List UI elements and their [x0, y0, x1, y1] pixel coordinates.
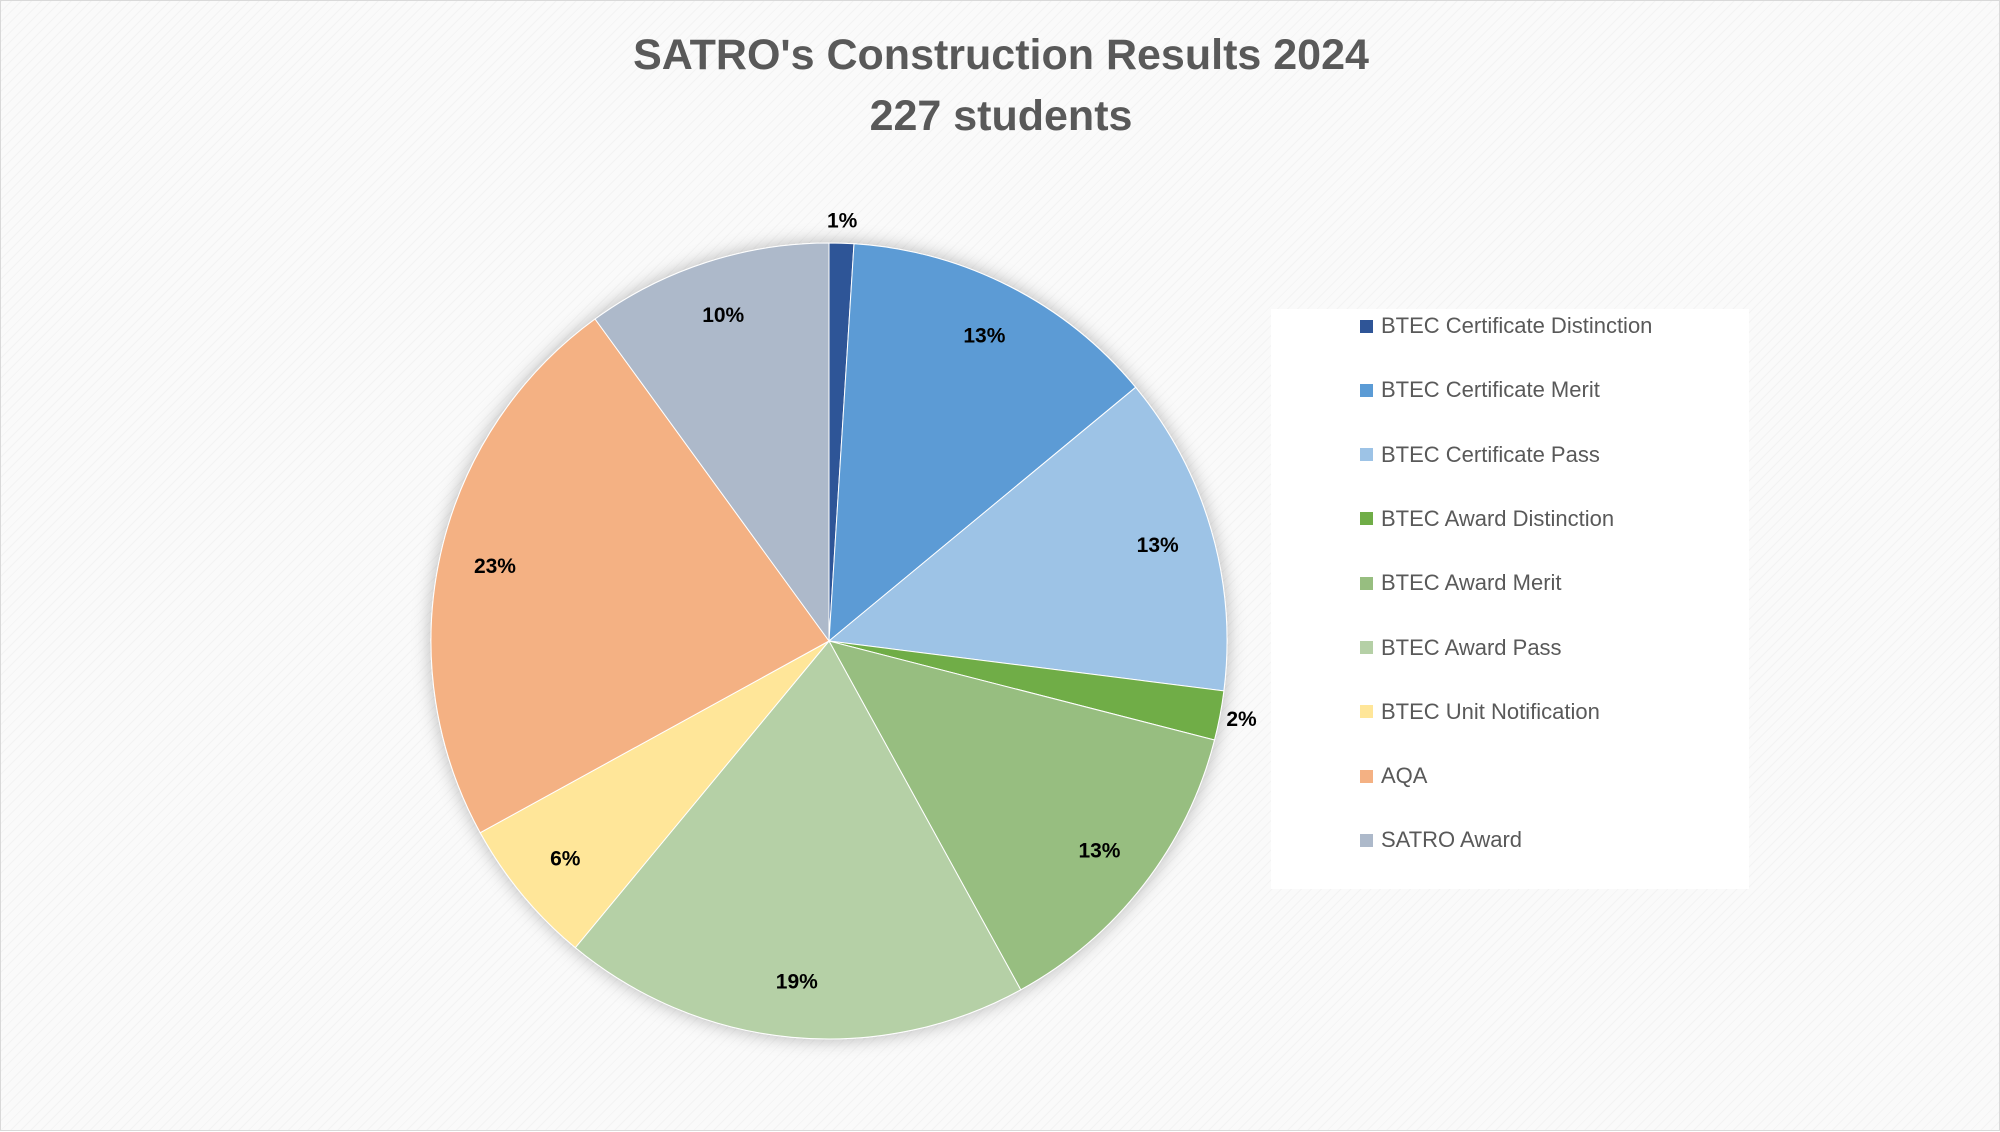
legend-label: BTEC Award Distinction [1381, 505, 1615, 531]
legend-swatch [1360, 512, 1373, 526]
data-label-btec-certificate-pass: 13% [1137, 534, 1179, 557]
pie-slice-btec-award-merit [828, 640, 1216, 991]
pie-slices [430, 242, 1228, 1040]
data-label-btec-award-merit: 13% [1078, 839, 1120, 862]
legend-swatch [1360, 319, 1373, 333]
legend-label: BTEC Award Pass [1381, 634, 1562, 660]
legend-swatch [1360, 448, 1373, 462]
legend-item-btec-award-pass: BTEC Award Pass [1360, 633, 1562, 663]
legend-swatch [1360, 383, 1373, 397]
data-label-btec-certificate-merit: 13% [963, 325, 1005, 348]
legend-item-btec-award-distinction: BTEC Award Distinction [1360, 504, 1614, 534]
pie-slice-btec-unit-notification [479, 640, 830, 949]
data-label-btec-award-distinction: 2% [1226, 708, 1257, 731]
pie-slice-btec-certificate-pass [827, 386, 1228, 692]
chart-title: SATRO's Construction Results 2024 [633, 31, 1369, 79]
data-label-btec-certificate-distinction: 1% [827, 210, 858, 233]
legend-item-btec-unit-notification: BTEC Unit Notification [1360, 697, 1600, 727]
legend-item-btec-certificate-merit: BTEC Certificate Merit [1360, 375, 1600, 405]
legend-item-aqa: AQA [1360, 761, 1427, 791]
legend-item-btec-award-merit: BTEC Award Merit [1360, 568, 1562, 598]
legend-item-btec-certificate-pass: BTEC Certificate Pass [1360, 440, 1600, 470]
legend-item-btec-certificate-distinction: BTEC Certificate Distinction [1360, 311, 1652, 341]
legend-label: SATRO Award [1381, 827, 1523, 853]
pie-slice-aqa [430, 318, 830, 834]
pie-slice-satro-award [594, 242, 830, 643]
data-label-aqa: 23% [474, 555, 516, 578]
legend-label: AQA [1381, 763, 1428, 789]
data-label-btec-unit-notification: 6% [550, 848, 581, 871]
data-label-satro-award: 10% [702, 304, 744, 327]
data-label-btec-award-pass: 19% [776, 970, 818, 993]
pie-slice-btec-award-pass [574, 640, 1022, 1040]
legend-label: BTEC Unit Notification [1381, 698, 1600, 724]
pie-data-labels: 1% 13% 13% 2% 13% 19% 6% 23% 10% [474, 210, 1257, 994]
legend: BTEC Certificate Distinction BTEC Certifi… [1271, 309, 1749, 889]
legend-swatch [1360, 641, 1373, 654]
legend-swatch [1360, 769, 1373, 783]
legend-label: BTEC Award Merit [1381, 570, 1562, 596]
legend-swatch [1360, 705, 1373, 719]
chart-subtitle: 227 students [869, 92, 1133, 140]
legend-swatch [1360, 833, 1373, 847]
legend-label: BTEC Certificate Pass [1381, 441, 1600, 467]
legend-item-satro-award: SATRO Award [1360, 825, 1522, 855]
legend-swatch [1360, 576, 1373, 590]
legend-label: BTEC Certificate Distinction [1381, 313, 1653, 338]
legend-label: BTEC Certificate Merit [1381, 377, 1600, 403]
pie-slice-btec-certificate-merit [828, 243, 1137, 643]
